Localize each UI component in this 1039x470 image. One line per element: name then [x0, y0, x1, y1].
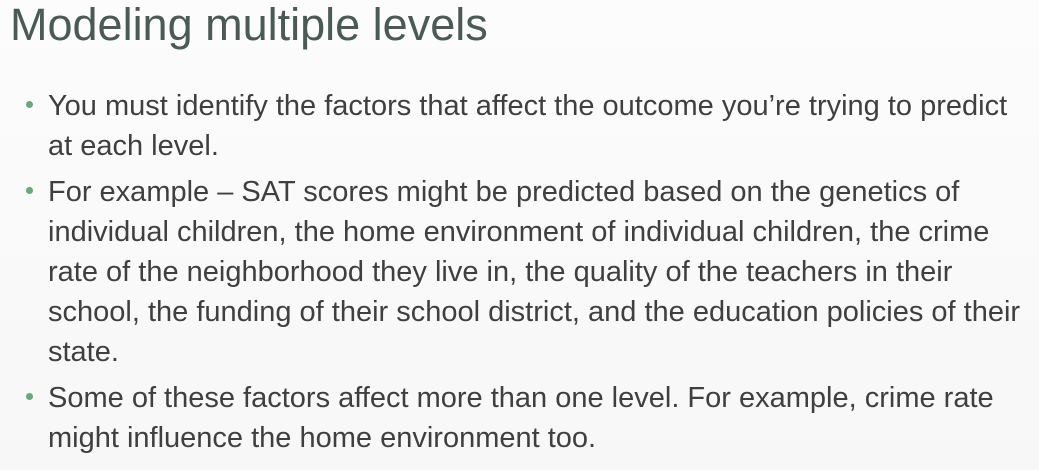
slide-title: Modeling multiple levels — [10, 0, 488, 50]
bullet-item-1: You must identify the factors that affec… — [22, 86, 1032, 166]
bullet-text-1: You must identify the factors that affec… — [48, 90, 1008, 162]
bullet-dot-icon — [26, 101, 33, 108]
bullet-list: You must identify the factors that affec… — [22, 86, 1032, 464]
bullet-dot-icon — [26, 187, 33, 194]
bullet-text-2: For example – SAT scores might be predic… — [48, 176, 1021, 368]
bullet-item-3: Some of these factors affect more than o… — [22, 378, 1032, 458]
bullet-dot-icon — [26, 393, 33, 400]
bullet-text-3: Some of these factors affect more than o… — [48, 382, 994, 454]
bullet-item-2: For example – SAT scores might be predic… — [22, 172, 1032, 372]
